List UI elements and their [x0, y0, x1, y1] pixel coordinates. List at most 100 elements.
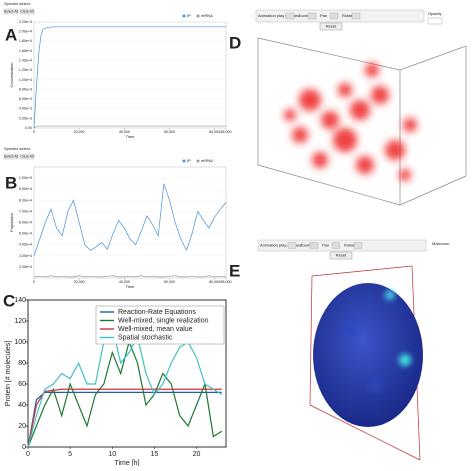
series-line: [33, 275, 227, 278]
toolbar-button[interactable]: [285, 12, 295, 20]
x-tick-label: 80,000: [209, 280, 220, 284]
x-tick-label: 0: [33, 130, 35, 134]
legend-label: Well-mixed, mean value: [118, 326, 193, 333]
y-axis-label: Concentration: [9, 63, 14, 88]
x-tick-label: 20: [193, 451, 201, 458]
button[interactable]: [3, 8, 19, 15]
y-tick-label: 2.20e+4: [19, 20, 32, 24]
x-axis-label: Time [h]: [114, 460, 139, 466]
y-tick-label: 8.00e+4: [19, 198, 32, 202]
y-tick-label: 0.00: [25, 126, 32, 130]
legend-label: Reaction-Rate Equations: [118, 309, 196, 316]
side-label: Opacity: [428, 11, 442, 16]
reset-button[interactable]: [329, 251, 353, 260]
x-tick-label: 40,000: [119, 280, 130, 284]
panel-label: B: [5, 173, 17, 192]
legend-swatch: [182, 14, 186, 18]
plot-area: [33, 21, 227, 129]
toolbar-button[interactable]: [353, 242, 363, 249]
y-tick-label: 1.00e+5: [19, 176, 32, 180]
reset-button[interactable]: [319, 22, 343, 31]
legend-label: mRNA: [201, 158, 213, 163]
x-tick-label: 10: [108, 451, 116, 458]
legend-swatch: [196, 14, 200, 18]
x-axis-label: Time: [126, 134, 136, 139]
button-label: Clear All: [20, 154, 33, 158]
toolbar-button[interactable]: [309, 242, 319, 249]
species-header: Species select:: [4, 146, 31, 151]
x-tick-label: 60,000: [164, 280, 175, 284]
x-tick-label: 0: [26, 451, 30, 458]
button-label: Clear All: [20, 9, 33, 13]
reset-label: Reset: [326, 24, 337, 29]
x-tick-label: 15: [150, 451, 158, 458]
side-label: Maximum: [432, 241, 450, 246]
molecule-cloud: [284, 63, 417, 181]
x-tick-label: 5: [68, 451, 72, 458]
series-line: [27, 391, 222, 448]
y-tick-label: 4.00e+4: [19, 243, 32, 247]
toolbar-label: Zoom: [298, 13, 309, 18]
legend-swatch: [182, 159, 186, 163]
legend-label: IP: [187, 13, 191, 18]
y-tick-label: 120: [14, 318, 26, 325]
x-tick-label: 40,000: [119, 130, 130, 134]
button[interactable]: [3, 153, 19, 160]
legend-swatch: [196, 159, 200, 163]
x-tick-label: 60,000: [164, 130, 175, 134]
series-line: [33, 125, 226, 129]
x-tick-label: 20,000: [74, 130, 85, 134]
x-tick-label: 20,000: [74, 280, 85, 284]
toolbar-label: Animation play stopped: [260, 243, 302, 248]
y-tick-label: 1.80e+4: [19, 39, 32, 43]
y-axis-label: Population: [9, 213, 14, 232]
x-tick-label: 85,000: [221, 280, 232, 284]
toolbar-label: Animation play stopped: [258, 13, 300, 18]
legend-label: Spatial stochastic: [118, 334, 173, 341]
y-tick-label: 100: [14, 339, 26, 346]
series-line: [27, 388, 222, 448]
y-tick-label: 7.00e+4: [19, 209, 32, 213]
y-tick-label: 6.00e+3: [19, 97, 32, 101]
side-input[interactable]: [427, 17, 443, 25]
y-tick-label: 2.00e+4: [19, 30, 32, 34]
toolbar-label: Pan: [322, 243, 329, 248]
toolbar-button[interactable]: [329, 12, 339, 20]
box-frame: [309, 265, 421, 461]
membrane-disc: [313, 283, 423, 427]
viewer-d: Reset Opacity: [255, 9, 467, 206]
y-tick-label: 3.00e+4: [19, 254, 32, 258]
toolbar-label: Rotate: [342, 13, 355, 18]
y-tick-label: 1.00e+4: [19, 78, 32, 82]
y-tick-label: 60: [18, 381, 26, 388]
species-header: Species select:: [4, 1, 31, 6]
plot-area: [27, 299, 227, 448]
toolbar-button[interactable]: [331, 242, 341, 249]
x-tick-label: 85,000: [221, 130, 232, 134]
y-tick-label: 4.00e+3: [19, 107, 32, 111]
toolbar-label: Pan: [320, 13, 327, 18]
panel-label: D: [229, 33, 241, 52]
legend-label: IP: [187, 158, 191, 163]
panel-label: C: [3, 291, 15, 310]
reset-label: Reset: [336, 253, 347, 258]
box-frame: [257, 37, 467, 206]
button[interactable]: [19, 153, 35, 160]
panel-label: A: [5, 25, 17, 44]
button[interactable]: [19, 8, 35, 15]
toolbar-button[interactable]: [351, 12, 361, 20]
y-tick-label: 140: [14, 297, 26, 304]
series-line: [33, 26, 226, 129]
toolbar-label: Rotate: [344, 243, 357, 248]
legend-box: [95, 305, 225, 345]
y-tick-label: 40: [18, 402, 26, 409]
x-tick-label: 80,000: [209, 130, 220, 134]
series-line: [33, 183, 227, 256]
toolbar-button[interactable]: [307, 12, 317, 20]
toolbar-label: Zoom: [300, 243, 311, 248]
legend-label: mRNA: [201, 13, 213, 18]
y-tick-label: 20: [18, 423, 26, 430]
y-tick-label: 0: [22, 444, 26, 451]
toolbar-button[interactable]: [287, 242, 297, 249]
